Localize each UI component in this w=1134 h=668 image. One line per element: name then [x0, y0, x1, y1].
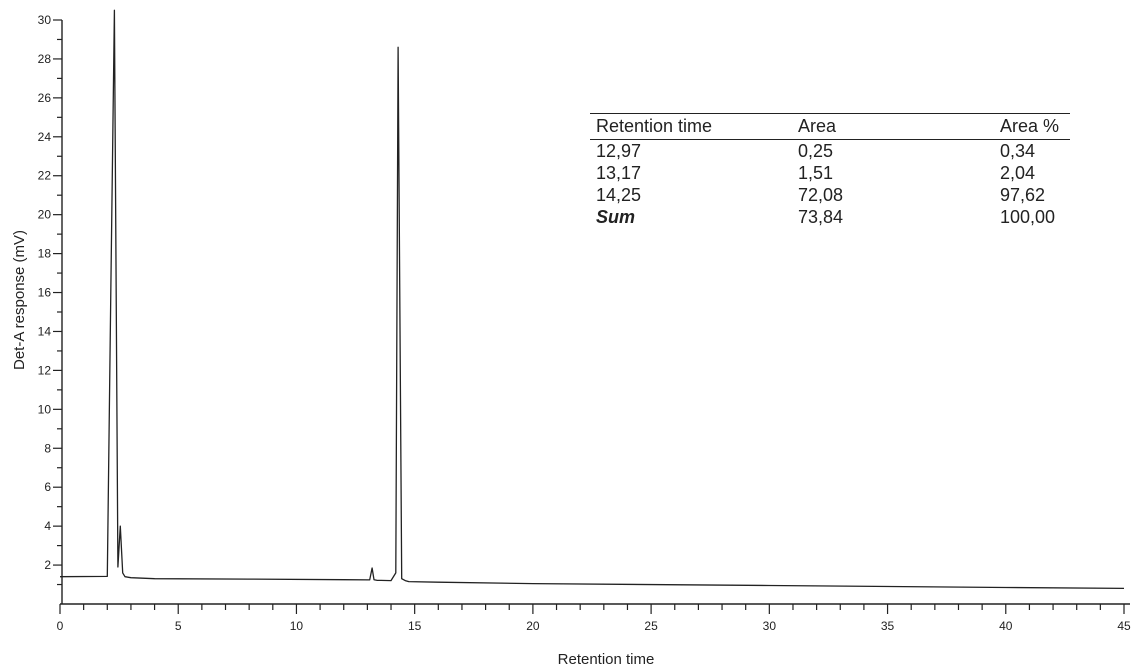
table-row: 13,17 1,51 2,04 — [590, 162, 1070, 184]
x-tick-label: 30 — [763, 619, 777, 633]
x-tick-label: 10 — [290, 619, 304, 633]
y-tick-label: 14 — [38, 324, 52, 338]
cell-area: 1,51 — [798, 163, 834, 183]
y-tick-label: 2 — [44, 558, 51, 572]
y-tick-label: 20 — [38, 208, 52, 222]
y-tick-label: 22 — [38, 169, 52, 183]
cell-area-percent: 0,34 — [1000, 141, 1036, 161]
cell-area-percent: 97,62 — [1000, 185, 1046, 205]
results-table-header-row: Retention time Area Area % — [590, 113, 1070, 140]
y-tick-label: 6 — [44, 480, 51, 494]
cell-area: 72,08 — [798, 185, 844, 205]
x-tick-label: 20 — [526, 619, 540, 633]
sum-area-percent: 100,00 — [1000, 207, 1056, 227]
chromatogram-trace-1 — [59, 9, 1125, 590]
sum-area: 73,84 — [798, 207, 844, 227]
y-tick-label: 26 — [38, 91, 52, 105]
x-tick-label: 40 — [999, 619, 1013, 633]
x-tick-label: 15 — [408, 619, 422, 633]
header-retention-time: Retention time — [590, 113, 792, 140]
chromatogram-traces — [59, 9, 1125, 590]
cell-retention-time: 14,25 — [596, 185, 642, 205]
sum-label: Sum — [596, 207, 636, 227]
x-axis-title: Retention time — [558, 651, 655, 668]
y-tick-label: 8 — [44, 441, 51, 455]
cell-area: 0,25 — [798, 141, 834, 161]
x-axis: 0 5 10 15 20 25 30 35 40 45 — [57, 603, 1131, 633]
y-tick-label: 30 — [38, 13, 52, 27]
y-tick-label: 16 — [38, 286, 52, 300]
x-tick-label: 5 — [175, 619, 182, 633]
y-axis-title: Det-A response (mV) — [11, 230, 28, 370]
results-table: Retention time Area Area % 12,97 0,25 0,… — [590, 113, 1070, 228]
x-tick-label: 25 — [644, 619, 658, 633]
y-tick-label: 4 — [44, 519, 51, 533]
header-area-percent: Area % — [994, 113, 1070, 140]
y-tick-label: 18 — [38, 247, 52, 261]
y-tick-label: 24 — [38, 130, 52, 144]
y-tick-label: 28 — [38, 52, 52, 66]
table-row: 14,25 72,08 97,62 — [590, 184, 1070, 206]
x-tick-label: 45 — [1117, 619, 1131, 633]
y-tick-label: 10 — [38, 402, 52, 416]
cell-retention-time: 13,17 — [596, 163, 642, 183]
cell-area-percent: 2,04 — [1000, 163, 1036, 183]
table-row: 12,97 0,25 0,34 — [590, 140, 1070, 163]
x-tick-label: 35 — [881, 619, 895, 633]
sum-row: Sum 73,84 100,00 — [590, 206, 1070, 228]
header-area: Area — [792, 113, 994, 140]
x-tick-label: 0 — [57, 619, 64, 633]
cell-retention-time: 12,97 — [596, 141, 642, 161]
y-tick-label: 12 — [38, 363, 52, 377]
